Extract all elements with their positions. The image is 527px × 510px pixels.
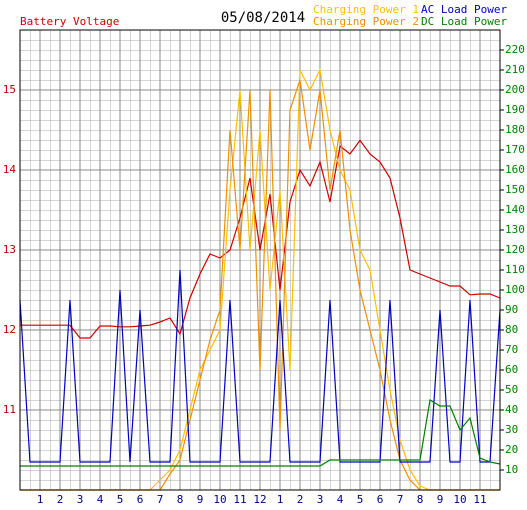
x-tick-label: 5 xyxy=(117,493,124,506)
x-tick-label: 6 xyxy=(377,493,384,506)
x-tick-label: 9 xyxy=(437,493,444,506)
y2-tick-label: 150 xyxy=(505,183,525,196)
series-line xyxy=(20,399,501,467)
y2-tick-label: 60 xyxy=(505,363,518,376)
x-tick-label: 2 xyxy=(297,493,304,506)
y-tick-label: 13 xyxy=(3,243,16,256)
legend-entry: Battery Voltage xyxy=(20,15,119,28)
series-line xyxy=(20,139,501,339)
x-tick-label: 2 xyxy=(57,493,64,506)
series-line xyxy=(19,269,501,463)
y-tick-label: 11 xyxy=(3,403,16,416)
y2-tick-label: 10 xyxy=(505,463,518,476)
x-tick-label: 12 xyxy=(253,493,266,506)
legend-entry: Charging Power 2 xyxy=(313,15,419,28)
y2-tick-label: 120 xyxy=(505,243,525,256)
y2-tick-label: 200 xyxy=(505,83,525,96)
y2-tick-label: 50 xyxy=(505,383,518,396)
x-tick-label: 8 xyxy=(177,493,184,506)
x-tick-label: 8 xyxy=(417,493,424,506)
y2-tick-label: 210 xyxy=(505,63,525,76)
x-tick-label: 11 xyxy=(233,493,246,506)
x-tick-label: 3 xyxy=(317,493,324,506)
y2-tick-label: 160 xyxy=(505,163,525,176)
y-tick-label: 15 xyxy=(3,83,16,96)
y2-tick-label: 180 xyxy=(505,123,525,136)
y-tick-label: 12 xyxy=(3,323,16,336)
legend-entry: DC Load Power xyxy=(421,15,507,28)
y2-tick-label: 20 xyxy=(505,443,518,456)
y-tick-label: 14 xyxy=(3,163,17,176)
y2-tick-label: 190 xyxy=(505,103,525,116)
x-tick-label: 10 xyxy=(453,493,466,506)
y2-tick-label: 40 xyxy=(505,403,518,416)
x-tick-label: 4 xyxy=(97,493,104,506)
y2-tick-label: 80 xyxy=(505,323,518,336)
x-tick-label: 4 xyxy=(337,493,344,506)
x-tick-label: 3 xyxy=(77,493,84,506)
x-tick-label: 5 xyxy=(357,493,364,506)
x-tick-label: 11 xyxy=(473,493,486,506)
chart-title: 05/08/2014 xyxy=(221,10,305,26)
y2-tick-label: 170 xyxy=(505,143,525,156)
y2-tick-label: 100 xyxy=(505,283,525,296)
x-tick-label: 10 xyxy=(213,493,226,506)
legend-entry: AC Load Power xyxy=(421,3,507,16)
y2-tick-label: 90 xyxy=(505,303,518,316)
y2-tick-label: 130 xyxy=(505,223,525,236)
y2-tick-label: 110 xyxy=(505,263,525,276)
x-tick-label: 1 xyxy=(37,493,44,506)
y2-tick-label: 70 xyxy=(505,343,518,356)
legend-entry: Charging Power 1 xyxy=(313,3,419,16)
x-tick-label: 1 xyxy=(277,493,284,506)
x-tick-label: 6 xyxy=(137,493,144,506)
plot-frame xyxy=(19,29,501,491)
x-tick-label: 7 xyxy=(397,493,404,506)
x-tick-label: 7 xyxy=(157,493,164,506)
y2-tick-label: 30 xyxy=(505,423,518,436)
x-tick-label: 9 xyxy=(197,493,204,506)
y2-tick-label: 140 xyxy=(505,203,525,216)
y2-tick-label: 220 xyxy=(505,43,525,56)
